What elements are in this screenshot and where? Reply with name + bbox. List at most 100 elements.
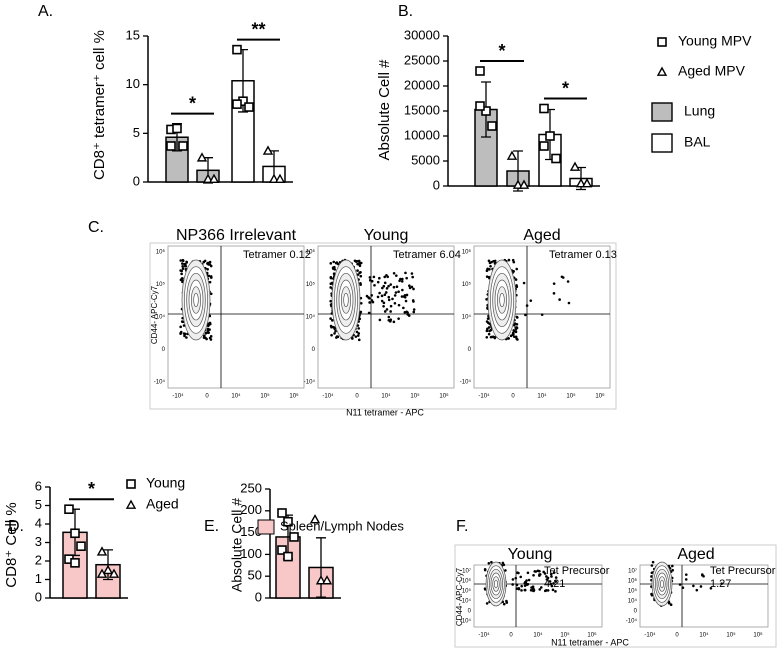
significance-label: *	[562, 78, 569, 98]
event-dot	[402, 306, 405, 310]
flow-y-tick: 10⁴	[462, 314, 472, 321]
y-tick-label: 200	[240, 502, 262, 517]
flow-x-tick: 10⁵	[566, 393, 576, 400]
marker-square	[487, 121, 497, 131]
event-dot	[382, 284, 386, 288]
event-dot	[516, 571, 519, 574]
marker-square	[166, 141, 176, 151]
marker-triangle	[274, 173, 286, 183]
flow-x-tick: 10⁴	[231, 393, 241, 400]
event-dot	[520, 589, 523, 592]
flow-x-label: N11 tetramer - APC	[346, 407, 424, 417]
event-dot	[384, 291, 388, 294]
marker-square	[283, 516, 293, 527]
event-dot	[514, 335, 518, 339]
event-dot	[397, 303, 401, 307]
panel-frame	[454, 544, 777, 648]
flow-title: Aged	[523, 227, 560, 244]
event-dot	[532, 587, 535, 590]
event-dot	[407, 314, 411, 317]
event-dot	[552, 282, 556, 285]
event-dot	[554, 580, 558, 583]
event-dot	[526, 571, 530, 575]
event-dot	[355, 259, 359, 263]
gate-label: Tetramer 0.13	[549, 249, 617, 261]
flow-x-tick: 0	[511, 394, 515, 400]
panel-label: B.	[398, 3, 413, 20]
y-tick-label: 2	[35, 552, 42, 567]
y-tick-label: 10	[126, 76, 140, 91]
event-dot	[410, 272, 414, 275]
event-dot	[401, 288, 404, 292]
error-bar	[316, 537, 326, 598]
flow-x-tick: -10⁴	[478, 632, 490, 639]
y-tick-label: 15	[126, 27, 140, 42]
flow-x-tick: 10⁵	[410, 393, 420, 400]
flow-y-tick: 0	[312, 347, 316, 353]
marker-square	[70, 558, 80, 568]
event-dot	[184, 264, 188, 268]
event-dot	[400, 280, 404, 283]
event-dot	[523, 588, 527, 592]
event-dot	[404, 299, 408, 303]
event-dot	[515, 316, 519, 319]
event-dot	[389, 310, 392, 313]
event-dot	[184, 262, 187, 266]
y-axis-label: CD8⁺ Cell %	[3, 502, 20, 587]
marker-triangle	[512, 179, 524, 189]
gate-label: Tetramer 6.04	[393, 249, 461, 261]
gate-label: Tet Precursor	[544, 565, 610, 577]
flow-x-tick: 10⁶	[587, 632, 597, 639]
event-dot	[485, 298, 488, 301]
event-dot	[403, 295, 407, 299]
y-tick-label: 1	[35, 571, 42, 586]
event-dot	[380, 286, 384, 290]
marker-square	[283, 551, 293, 562]
event-dot	[329, 262, 333, 265]
event-dot	[395, 274, 398, 277]
marker-square	[545, 131, 555, 141]
event-dot	[489, 328, 493, 332]
event-dot	[493, 259, 497, 263]
marker-triangle	[581, 178, 593, 188]
flow-y-tick: 10⁵	[462, 281, 472, 288]
contour	[343, 292, 349, 308]
event-dot	[370, 299, 374, 302]
event-dot	[709, 587, 713, 590]
y-tick-label: 25000	[404, 52, 440, 67]
event-dot	[329, 317, 332, 320]
legend-swatch	[257, 519, 275, 535]
event-dot	[650, 575, 653, 578]
event-dot	[405, 276, 408, 280]
event-dot	[367, 296, 370, 299]
event-dot	[515, 326, 519, 330]
gate-label: Tetramer 0.12	[243, 249, 311, 261]
event-dot	[501, 561, 505, 565]
y-tick-label: 100	[240, 546, 262, 561]
flow-x-tick: 10⁶	[439, 393, 449, 400]
event-dot	[387, 298, 391, 302]
event-dot	[358, 261, 362, 265]
marker-triangle	[656, 66, 668, 76]
event-dot	[208, 328, 211, 331]
flow-y-tick: 0	[468, 609, 472, 615]
event-dot	[208, 336, 212, 340]
event-dot	[489, 264, 492, 268]
flow-y-tick: 10⁵	[628, 588, 638, 595]
marker-square	[126, 479, 136, 489]
event-dot	[181, 267, 185, 270]
event-dot	[208, 263, 212, 266]
flow-y-tick: 10⁷	[462, 568, 471, 575]
gate-label: 1.27	[710, 578, 731, 590]
event-dot	[359, 302, 363, 305]
event-dot	[378, 276, 381, 280]
error-bar	[103, 549, 113, 581]
marker-triangle	[518, 179, 530, 189]
event-dot	[514, 278, 518, 281]
significance-label: *	[498, 41, 505, 61]
event-dot	[331, 319, 334, 322]
marker-square	[475, 66, 485, 76]
flow-y-tick: 10⁵	[306, 281, 316, 288]
legend-swatch	[651, 133, 673, 153]
legend-label: BAL	[684, 134, 711, 150]
